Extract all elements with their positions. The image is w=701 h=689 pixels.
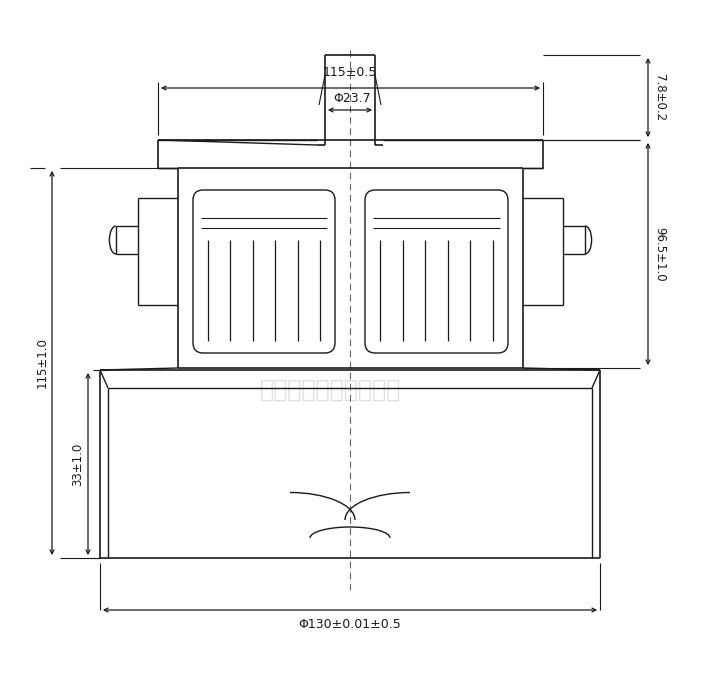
- Text: 115±1.0: 115±1.0: [36, 338, 48, 389]
- Text: 96.5±1.0: 96.5±1.0: [653, 227, 666, 281]
- Text: 115±0.5: 115±0.5: [323, 65, 377, 79]
- Text: Φ23.7: Φ23.7: [333, 92, 371, 105]
- Text: Φ130±0.01±0.5: Φ130±0.01±0.5: [299, 617, 402, 630]
- Text: 7.8±0.2: 7.8±0.2: [653, 74, 666, 121]
- Text: 苏州首信电机有限公司: 苏州首信电机有限公司: [259, 378, 401, 402]
- Text: 33±1.0: 33±1.0: [72, 442, 85, 486]
